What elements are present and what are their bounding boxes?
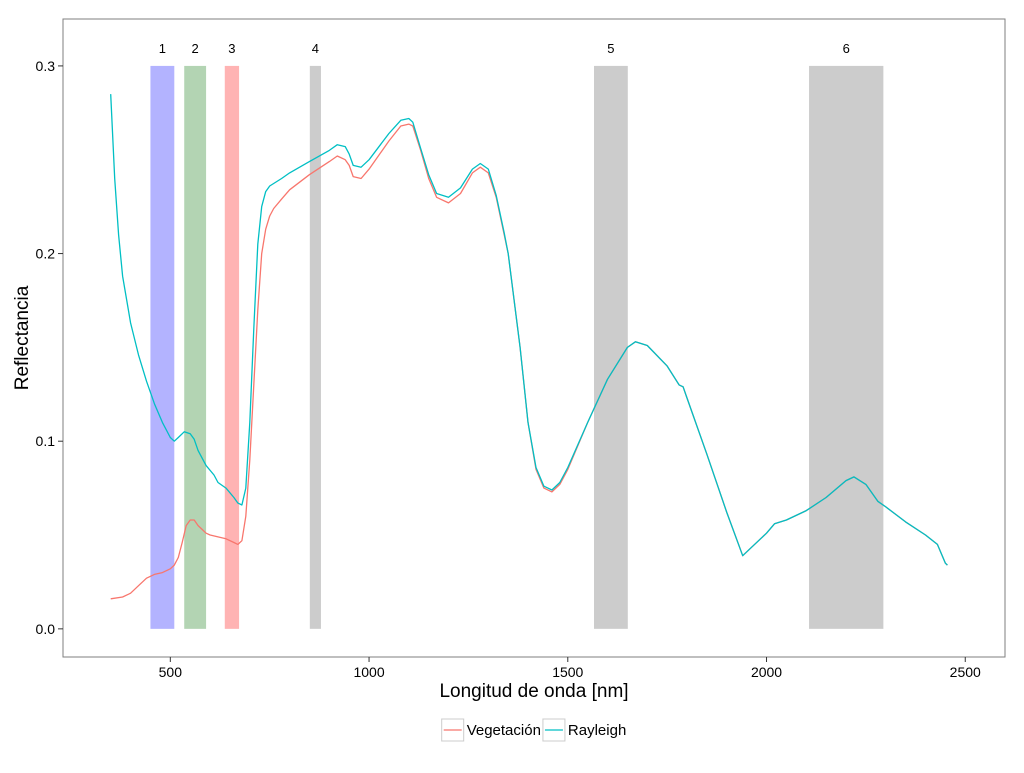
legend: Vegetación Rayleigh — [441, 718, 626, 742]
band-label-3: 3 — [228, 41, 235, 56]
band-label-1: 1 — [159, 41, 166, 56]
x-axis-title: Longitud de onda [nm] — [439, 681, 628, 702]
band-rect-3 — [224, 65, 240, 629]
y-tick-label: 0.1 — [36, 433, 56, 449]
band-rect-1 — [150, 65, 175, 629]
y-axis-title: Reflectancia — [12, 285, 33, 390]
x-tick-label: 1500 — [552, 664, 583, 680]
legend-label: Vegetación — [467, 722, 541, 739]
band-label-2: 2 — [192, 41, 199, 56]
band-rect-2 — [184, 65, 207, 629]
x-tick-label: 500 — [159, 664, 183, 680]
band-label-4: 4 — [312, 41, 319, 56]
band-labels-layer: 1 2 3 4 5 6 — [159, 41, 850, 56]
band-label-6: 6 — [843, 41, 850, 56]
series-layer — [110, 94, 948, 600]
x-tick-label: 2000 — [751, 664, 782, 680]
y-tick-label: 0.2 — [36, 246, 56, 262]
x-axis: 500 1000 1500 2000 2500 — [159, 657, 981, 680]
band-rect-4 — [309, 65, 321, 629]
plot-panel — [62, 18, 1006, 658]
band-label-5: 5 — [607, 41, 614, 56]
y-tick-label: 0.0 — [36, 621, 56, 637]
legend-label: Rayleigh — [568, 722, 626, 739]
band-rect-6 — [809, 65, 884, 629]
x-tick-label: 2500 — [950, 664, 981, 680]
x-tick-label: 1000 — [353, 664, 384, 680]
y-axis: 0.0 0.1 0.2 0.3 — [36, 58, 63, 637]
y-tick-label: 0.3 — [36, 58, 56, 74]
bands-layer — [150, 65, 884, 629]
band-rect-5 — [594, 65, 628, 629]
series-line-2 — [110, 94, 948, 566]
